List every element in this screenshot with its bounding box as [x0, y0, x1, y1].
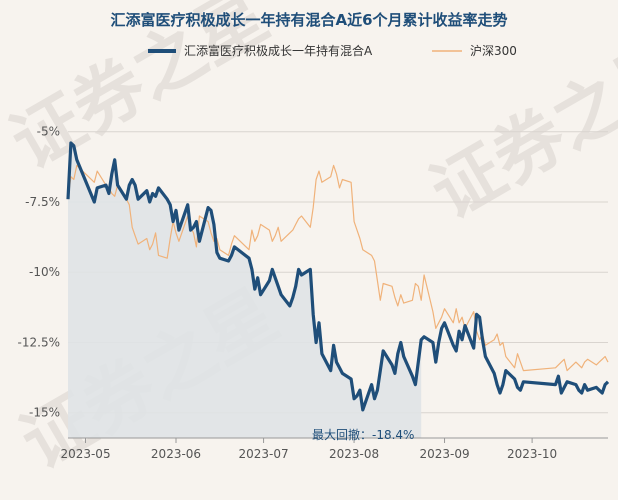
- y-tick-label: -15%: [29, 406, 60, 420]
- x-tick-label: 2023-10: [507, 447, 557, 461]
- x-tick-label: 2023-09: [419, 447, 469, 461]
- max-drawdown-annotation: 最大回撤：-18.4%: [312, 427, 414, 442]
- y-tick-label: -12.5%: [18, 335, 60, 349]
- x-tick-label: 2023-06: [151, 447, 201, 461]
- y-tick-label: -7.5%: [25, 195, 60, 209]
- series-lines: [66, 141, 610, 412]
- chart-title: 汇添富医疗积极成长一年持有混合A近6个月累计收益率走势: [110, 11, 507, 29]
- fund-series-line: [66, 141, 610, 412]
- x-tick-label: 2023-07: [238, 447, 288, 461]
- legend: 汇添富医疗积极成长一年持有混合A 沪深300: [148, 43, 517, 58]
- y-tick-label: -10%: [29, 265, 60, 279]
- x-tick-label: 2023-08: [329, 447, 379, 461]
- legend-item: 汇添富医疗积极成长一年持有混合A: [148, 43, 373, 58]
- legend-label: 沪深300: [470, 44, 517, 58]
- y-tick-label: -5%: [37, 125, 60, 139]
- legend-label: 汇添富医疗积极成长一年持有混合A: [184, 43, 373, 58]
- legend-item: 沪深300: [432, 44, 517, 58]
- x-axis: 2023-05 2023-06 2023-07 2023-08 2023-09 2023-…: [60, 437, 608, 461]
- x-tick-label: 2023-05: [60, 447, 110, 461]
- watermark-text: 证券之星: [418, 24, 618, 235]
- y-axis: -5% -7.5% -10% -12.5% -15%: [18, 125, 60, 420]
- index-series-line: [67, 164, 609, 372]
